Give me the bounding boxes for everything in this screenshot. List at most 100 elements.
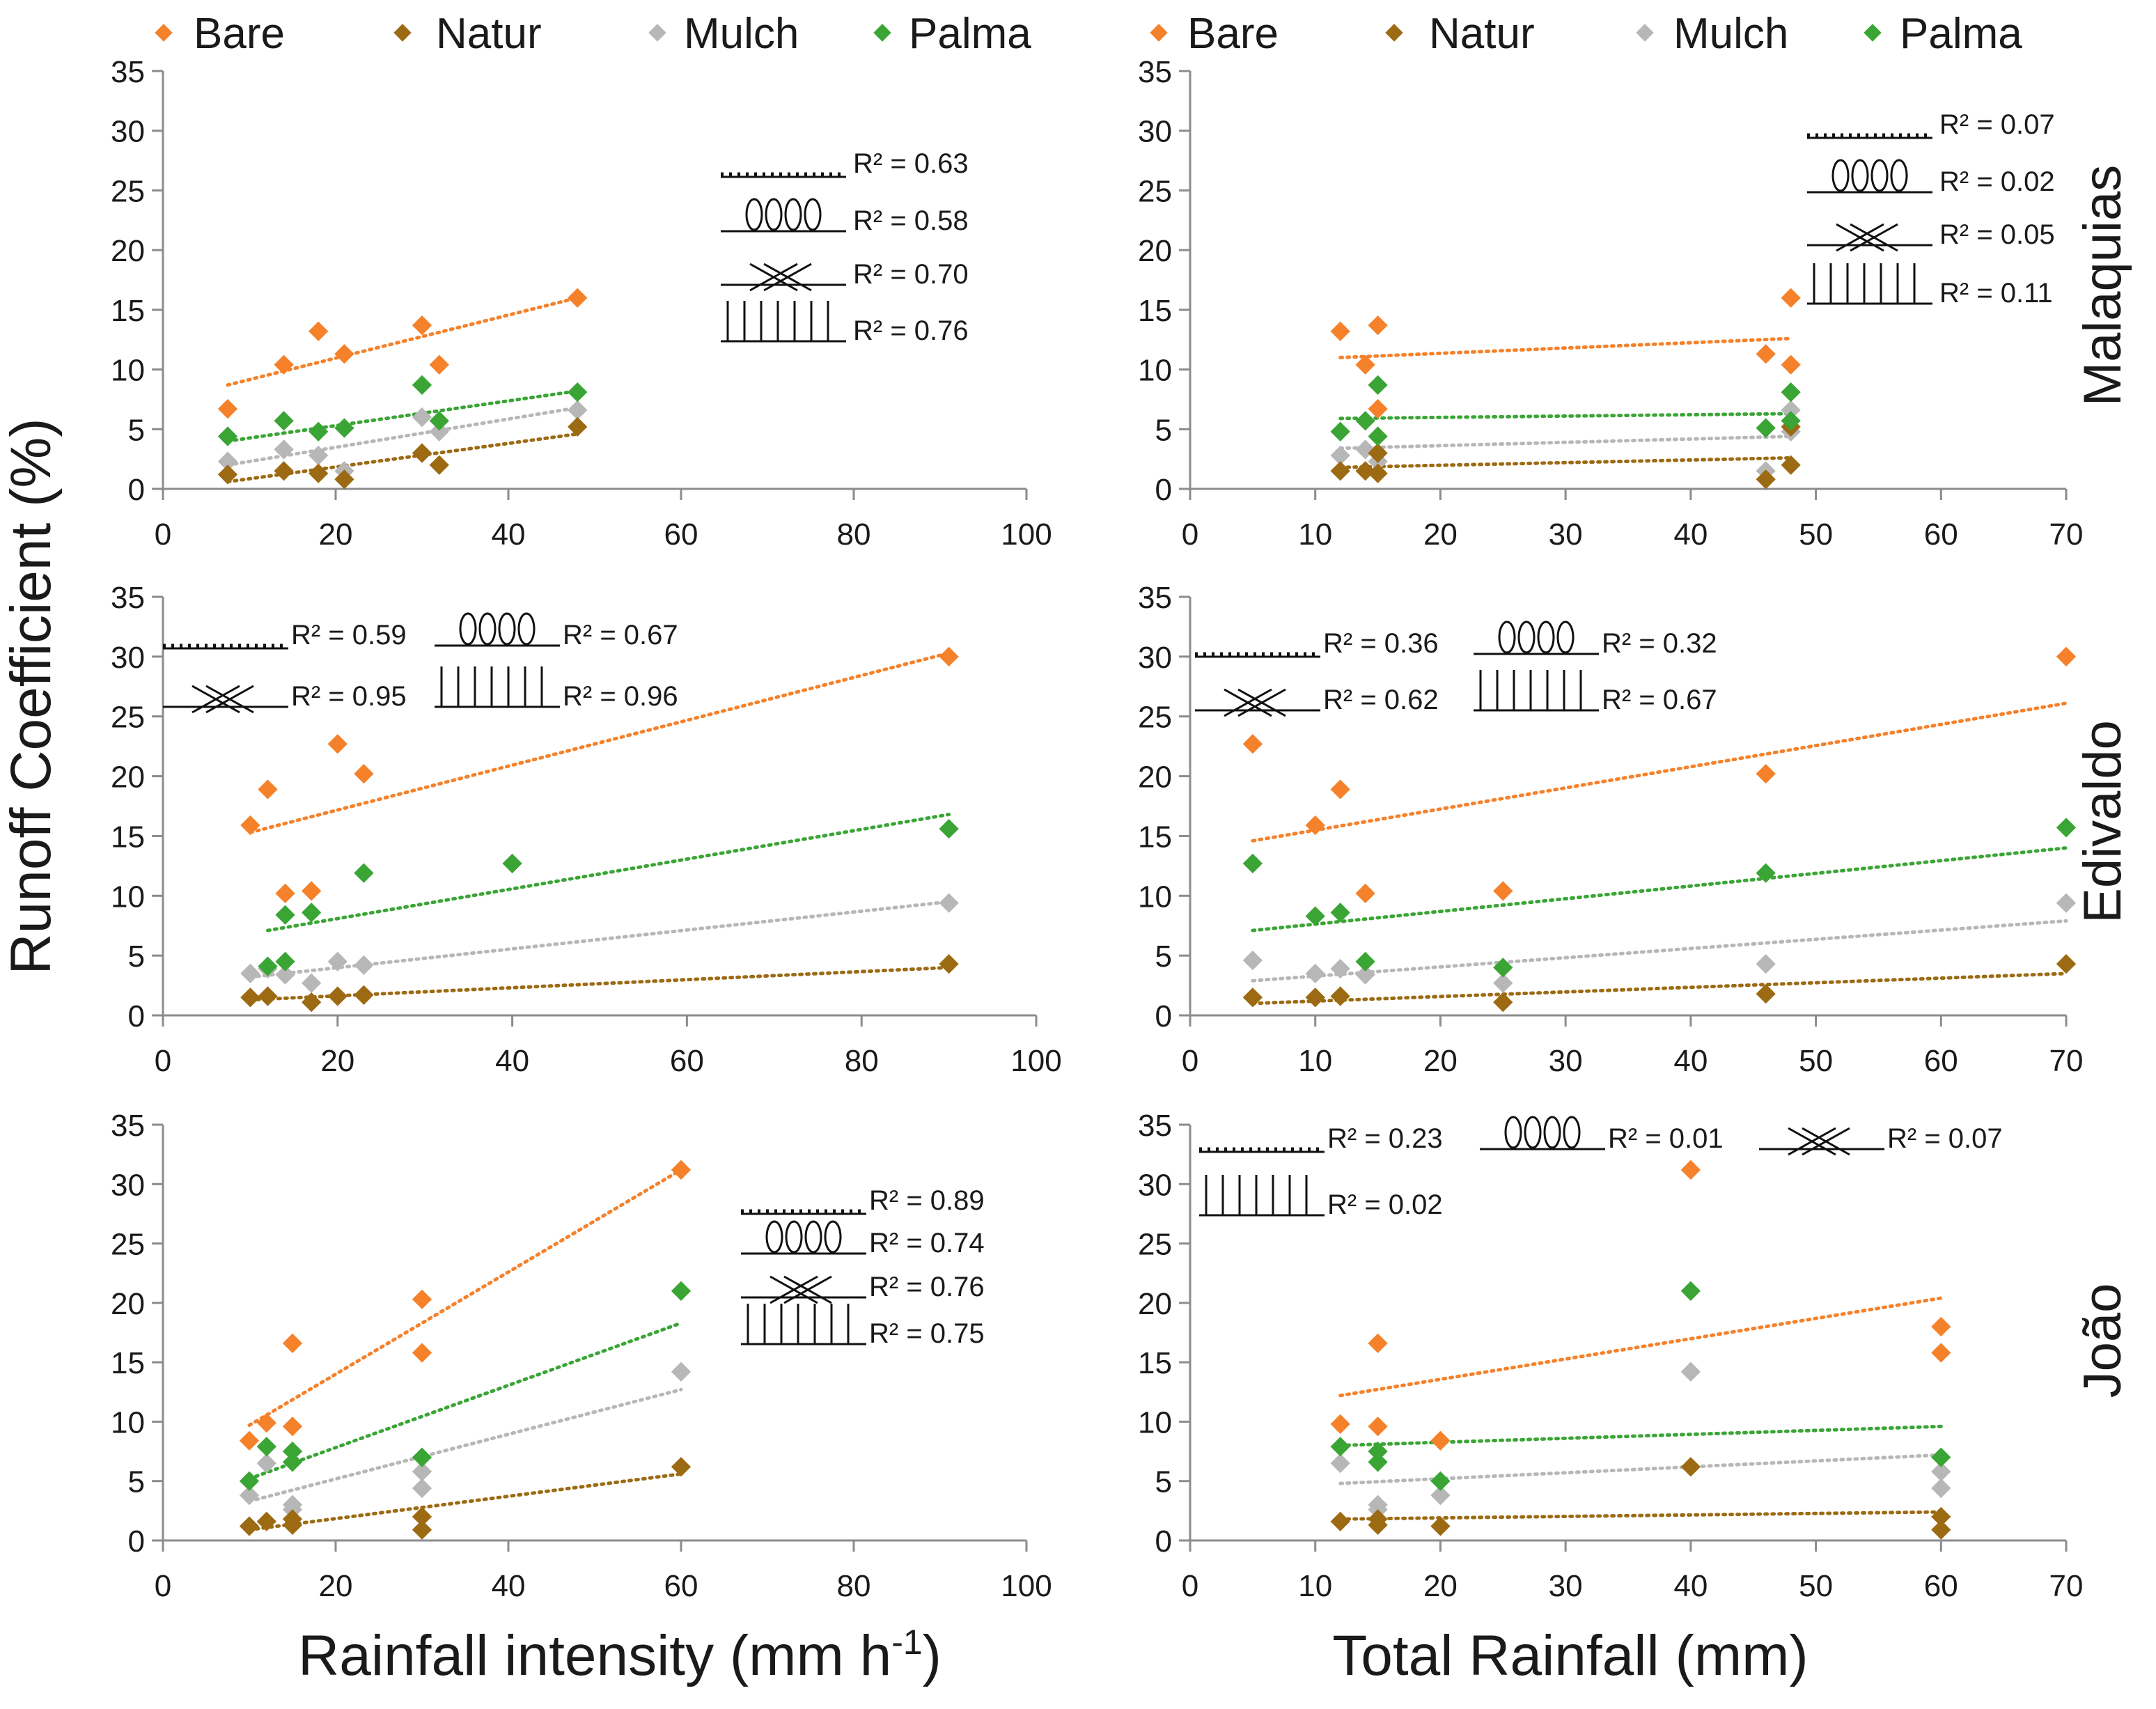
trendline-mulch	[1338, 435, 1793, 451]
data-point-mulch	[1781, 400, 1801, 420]
data-point-natur	[1781, 455, 1801, 475]
trendline-mulch	[1338, 1453, 1943, 1485]
y-tick-label: 25	[1138, 701, 1172, 735]
legend-label-bare: Bare	[1187, 10, 1279, 58]
y-tick-label: 5	[1155, 413, 1172, 447]
data-point-mulch	[256, 1453, 276, 1474]
r2-symbol-loop	[1504, 1116, 1522, 1149]
x-tick-label: 0	[1182, 1569, 1198, 1603]
data-point-natur	[568, 416, 588, 437]
data-point-palma	[412, 375, 432, 395]
data-point-mulch	[240, 963, 260, 984]
r2-label: R² = 0.36	[1323, 628, 1439, 659]
data-point-bare	[671, 1160, 692, 1180]
data-point-bare	[274, 354, 294, 375]
r2-symbol-loop	[498, 612, 516, 646]
data-point-palma	[258, 956, 278, 976]
r2-entry-mulch: R² = 0.67	[435, 612, 678, 650]
r2-symbol-loop	[824, 1220, 842, 1254]
data-point-bare	[412, 1289, 432, 1309]
panel-malaquias-total: 0 5 10 15 20 25 30 35 0 10 20 30 40 50 60 70 R² = 0.07 R²…	[1138, 55, 2083, 552]
x-tick-label: 0	[155, 517, 171, 552]
data-point-bare	[1242, 734, 1263, 754]
trendline-bare	[247, 1168, 683, 1428]
r2-entry-natur: R² = 0.07	[1807, 109, 2055, 140]
data-point-palma	[568, 382, 588, 403]
r2-symbol-loop	[1543, 1116, 1561, 1149]
r2-symbol-loop	[1537, 621, 1555, 654]
data-point-natur	[1756, 983, 1776, 1004]
r2-symbol-loop	[517, 612, 536, 646]
data-point-natur	[412, 1520, 432, 1540]
data-point-bare	[1368, 1333, 1388, 1353]
y-tick-label: 20	[111, 234, 145, 268]
x-tick-label: 0	[1182, 517, 1198, 552]
r2-entry-mulch: R² = 0.01	[1480, 1116, 1724, 1154]
data-point-palma	[1330, 1437, 1350, 1457]
legend-marker-palma	[873, 24, 891, 42]
data-point-palma	[2056, 818, 2077, 838]
y-tick-label: 30	[111, 115, 145, 149]
legend-item-palma: Palma	[873, 10, 1031, 58]
data-point-mulch	[239, 1485, 260, 1506]
data-point-palma	[1756, 863, 1776, 883]
data-point-palma	[256, 1437, 276, 1457]
legend-item-natur: Natur	[1385, 10, 1535, 58]
r2-symbol-loop	[1517, 621, 1536, 654]
panel-malaquias-intensity: 0 5 10 15 20 25 30 35 0 20 40 60 80 100 R² = 0.63 R² = …	[111, 55, 1052, 552]
r2-entry-bare: R² = 0.11	[1807, 263, 2053, 309]
r2-symbol-loop	[1556, 621, 1575, 654]
trendline-palma	[1338, 412, 1793, 421]
panel-joao-intensity: 0 5 10 15 20 25 30 35 0 20 40 60 80 100 R² = 0.89 R² = …	[111, 1109, 1052, 1603]
data-point-bare	[282, 1333, 303, 1353]
data-point-natur	[1680, 1457, 1701, 1477]
data-point-palma	[282, 1441, 303, 1462]
x-tick-label: 100	[1001, 1569, 1052, 1603]
data-point-palma	[274, 411, 294, 431]
r2-entry-palma: R² = 0.70	[721, 259, 969, 292]
r2-label: R² = 0.89	[869, 1185, 985, 1216]
data-point-palma	[1493, 958, 1513, 978]
r2-label: R² = 0.32	[1602, 628, 1717, 659]
data-point-bare	[1756, 344, 1776, 364]
legend-marker-bare	[1150, 24, 1168, 42]
r2-entry-palma: R² = 0.62	[1195, 685, 1439, 717]
r2-label: R² = 0.76	[853, 315, 969, 346]
r2-label: R² = 0.07	[1939, 109, 2055, 140]
y-tick-label: 30	[111, 1168, 145, 1202]
r2-label: R² = 0.67	[1602, 685, 1717, 715]
data-point-palma	[302, 903, 322, 923]
r2-label: R² = 0.58	[853, 205, 969, 236]
y-tick-label: 30	[1138, 641, 1172, 675]
x-tick-label: 50	[1799, 1044, 1833, 1078]
trendline-bare	[1251, 701, 2068, 843]
data-point-mulch	[217, 451, 238, 471]
data-point-natur	[1242, 988, 1263, 1008]
r2-label: R² = 0.07	[1887, 1123, 2003, 1154]
legend-item-bare: Bare	[1150, 10, 1279, 58]
r2-entry-palma: R² = 0.95	[163, 681, 407, 714]
data-point-mulch	[671, 1361, 692, 1382]
r2-entry-bare: R² = 0.02	[1199, 1175, 1443, 1220]
y-tick-label: 10	[1138, 354, 1172, 388]
r2-entry-mulch: R² = 0.02	[1807, 159, 2055, 197]
trendline-palma	[1251, 846, 2068, 932]
y-tick-label: 10	[111, 1405, 145, 1439]
y-tick-label: 0	[128, 999, 145, 1033]
data-point-palma	[1330, 903, 1350, 923]
x-tick-label: 80	[837, 517, 871, 552]
data-point-natur	[240, 988, 260, 1008]
x-axis-title-intensity-close: )	[923, 1624, 942, 1687]
r2-label: R² = 0.05	[1939, 219, 2055, 250]
x-axis-title-intensity: Rainfall intensity (mm h-1)	[298, 1623, 942, 1687]
panel-edivaldo-intensity: 0 5 10 15 20 25 30 35 0 20 40 60 80 100 R² = 0.59 R² = …	[111, 581, 1062, 1078]
data-point-palma	[1781, 382, 1801, 403]
row-label-edivaldo: Edivaldo	[2073, 720, 2132, 923]
y-tick-label: 0	[1155, 1524, 1172, 1559]
y-tick-label: 25	[111, 701, 145, 735]
r2-label: R² = 0.74	[869, 1228, 985, 1258]
r2-entry-bare: R² = 0.76	[721, 301, 969, 346]
y-tick-label: 20	[111, 1287, 145, 1321]
data-point-palma	[275, 951, 295, 971]
r2-symbol-loop	[1851, 159, 1869, 192]
